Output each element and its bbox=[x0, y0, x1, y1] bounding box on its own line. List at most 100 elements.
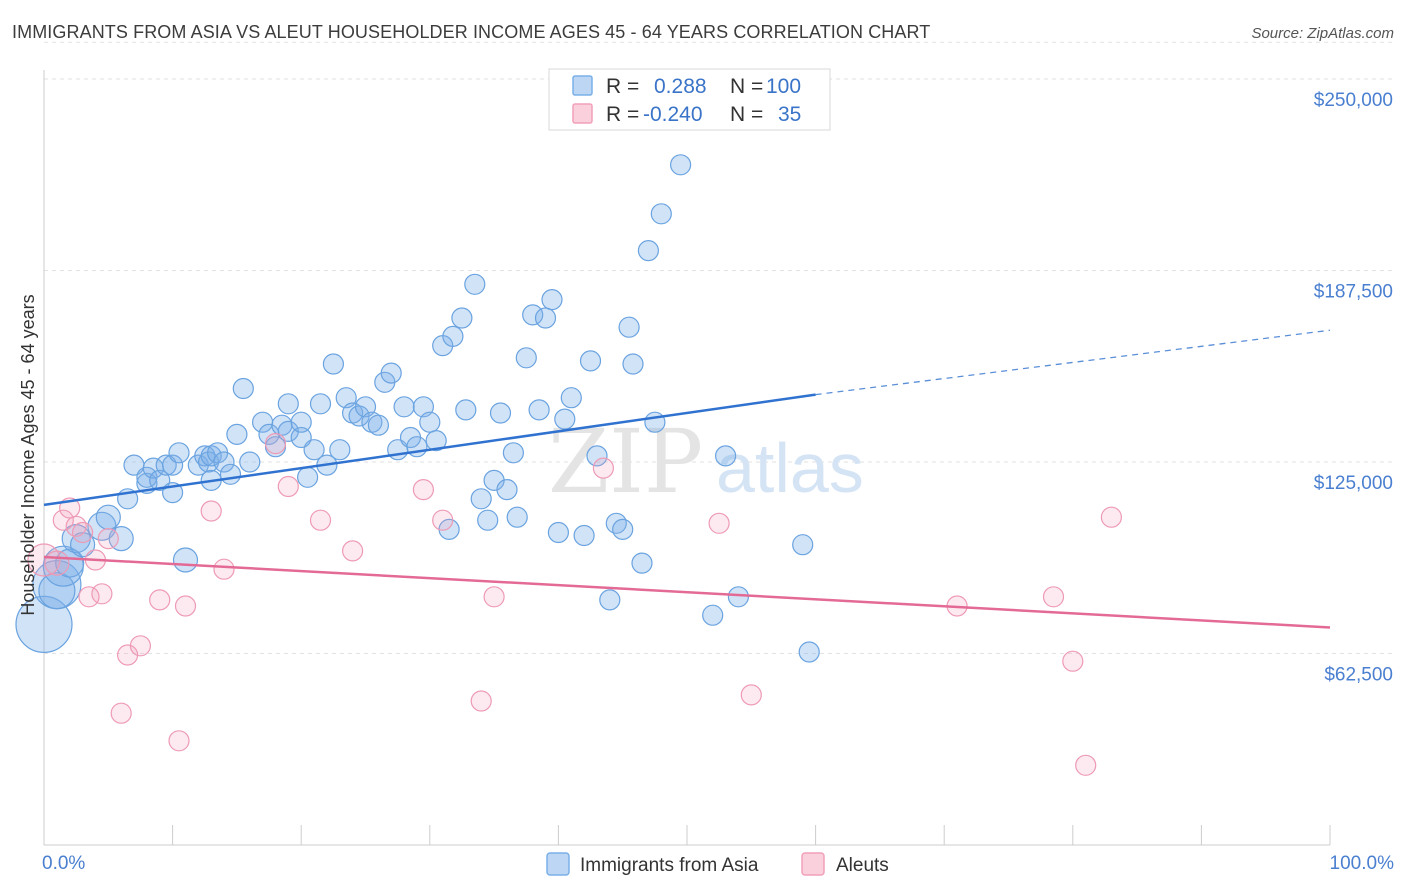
legend-bottom-label-asia: Immigrants from Asia bbox=[580, 855, 759, 876]
legend-bottom-label-aleuts: Aleuts bbox=[836, 855, 889, 876]
point-aleuts bbox=[78, 586, 100, 608]
point-immigrants-from-asia bbox=[194, 445, 216, 467]
point-immigrants-from-asia bbox=[297, 466, 319, 488]
point-immigrants-from-asia bbox=[226, 423, 248, 445]
legend-series: Immigrants from Asia Aleuts bbox=[546, 852, 889, 876]
point-immigrants-from-asia bbox=[650, 203, 672, 225]
point-aleuts bbox=[71, 521, 94, 544]
point-immigrants-from-asia bbox=[55, 548, 85, 578]
point-immigrants-from-asia bbox=[69, 532, 96, 558]
y-tick-label: $62,500 bbox=[1324, 665, 1393, 686]
point-immigrants-from-asia bbox=[506, 506, 528, 528]
y-tick-label: $125,000 bbox=[1314, 473, 1393, 494]
point-aleuts bbox=[740, 684, 762, 706]
point-immigrants-from-asia bbox=[367, 414, 389, 436]
point-aleuts bbox=[65, 515, 87, 537]
point-aleuts bbox=[97, 527, 119, 550]
point-immigrants-from-asia bbox=[547, 521, 570, 544]
point-immigrants-from-asia bbox=[168, 442, 190, 464]
point-immigrants-from-asia bbox=[579, 350, 602, 372]
point-aleuts bbox=[470, 690, 492, 712]
trend-line-asia bbox=[43, 393, 816, 507]
point-immigrants-from-asia bbox=[502, 442, 525, 464]
point-immigrants-from-asia bbox=[528, 399, 550, 421]
point-immigrants-from-asia bbox=[554, 408, 576, 430]
point-aleuts bbox=[200, 500, 222, 522]
point-immigrants-from-asia bbox=[727, 586, 750, 608]
axes bbox=[43, 70, 1331, 846]
trend-line-aleuts bbox=[43, 555, 1331, 629]
point-aleuts bbox=[1075, 754, 1097, 776]
point-aleuts bbox=[412, 479, 434, 501]
point-immigrants-from-asia bbox=[605, 512, 627, 534]
point-aleuts bbox=[277, 475, 299, 498]
point-immigrants-from-asia bbox=[455, 399, 477, 421]
point-aleuts bbox=[264, 433, 287, 455]
point-immigrants-from-asia bbox=[534, 307, 557, 329]
point-immigrants-from-asia bbox=[393, 396, 415, 418]
point-immigrants-from-asia bbox=[637, 240, 660, 262]
legend-stats: R = 0.288 N = 100 R = -0.240 N = 35 bbox=[548, 68, 831, 131]
point-immigrants-from-asia bbox=[714, 445, 737, 467]
legend-swatch-aleuts bbox=[572, 103, 593, 124]
point-immigrants-from-asia bbox=[108, 525, 134, 552]
point-immigrants-from-asia bbox=[239, 451, 261, 473]
point-immigrants-from-asia bbox=[322, 353, 344, 375]
point-immigrants-from-asia bbox=[232, 377, 254, 400]
point-immigrants-from-asia bbox=[522, 304, 544, 326]
y-tick-label: $250,000 bbox=[1314, 90, 1393, 111]
watermark: ZIP atlas bbox=[548, 410, 864, 513]
point-immigrants-from-asia bbox=[792, 534, 814, 556]
point-aleuts bbox=[342, 540, 364, 562]
point-aleuts bbox=[1042, 586, 1065, 608]
point-immigrants-from-asia bbox=[290, 411, 312, 433]
point-immigrants-from-asia bbox=[451, 307, 473, 329]
point-immigrants-from-asia bbox=[477, 509, 499, 531]
y-axis-ticks: $62,500 $125,000 $187,500 $250,000 bbox=[1314, 90, 1393, 686]
legend-r-label-asia: R = bbox=[606, 75, 639, 98]
point-immigrants-from-asia bbox=[586, 445, 608, 467]
point-aleuts bbox=[168, 730, 190, 752]
point-immigrants-from-asia bbox=[425, 430, 447, 452]
x-tick-label: 100.0% bbox=[1330, 853, 1395, 874]
point-immigrants-from-asia bbox=[622, 353, 644, 375]
point-immigrants-from-asia bbox=[303, 439, 325, 461]
legend-swatch-asia bbox=[572, 75, 593, 96]
legend-n-value-asia: 100 bbox=[766, 75, 801, 98]
point-immigrants-from-asia bbox=[573, 524, 595, 547]
point-immigrants-from-asia bbox=[380, 362, 402, 384]
point-immigrants-from-asia bbox=[277, 393, 299, 415]
scatter-points bbox=[15, 154, 1123, 776]
x-axis-ticks: 0.0% 100.0% bbox=[42, 853, 1394, 874]
y-tick-label: $187,500 bbox=[1314, 282, 1393, 303]
point-aleuts bbox=[432, 509, 454, 531]
point-immigrants-from-asia bbox=[162, 454, 184, 476]
legend-bottom-swatch-asia bbox=[546, 852, 570, 876]
point-aleuts bbox=[483, 586, 505, 608]
point-immigrants-from-asia bbox=[560, 387, 582, 409]
trend-line-asia-extension bbox=[815, 329, 1331, 396]
point-aleuts bbox=[174, 595, 197, 617]
point-immigrants-from-asia bbox=[515, 347, 537, 369]
legend-n-label-aleuts: N = bbox=[730, 103, 763, 126]
legend-box bbox=[548, 68, 831, 131]
point-immigrants-from-asia bbox=[15, 595, 73, 654]
point-aleuts bbox=[44, 550, 70, 576]
point-immigrants-from-asia bbox=[599, 589, 621, 611]
point-immigrants-from-asia bbox=[442, 325, 464, 347]
point-immigrants-from-asia bbox=[290, 426, 312, 449]
point-immigrants-from-asia bbox=[419, 411, 441, 433]
point-immigrants-from-asia bbox=[496, 479, 518, 501]
point-aleuts bbox=[149, 589, 171, 611]
point-aleuts bbox=[213, 558, 235, 580]
point-immigrants-from-asia bbox=[95, 504, 121, 530]
point-aleuts bbox=[1062, 650, 1084, 672]
point-immigrants-from-asia bbox=[631, 552, 653, 574]
point-immigrants-from-asia bbox=[489, 402, 512, 424]
point-immigrants-from-asia bbox=[329, 439, 351, 461]
point-immigrants-from-asia bbox=[213, 451, 235, 473]
point-aleuts bbox=[1100, 506, 1123, 528]
chart-title: IMMIGRANTS FROM ASIA VS ALEUT HOUSEHOLDE… bbox=[12, 22, 931, 42]
point-aleuts bbox=[592, 457, 615, 479]
